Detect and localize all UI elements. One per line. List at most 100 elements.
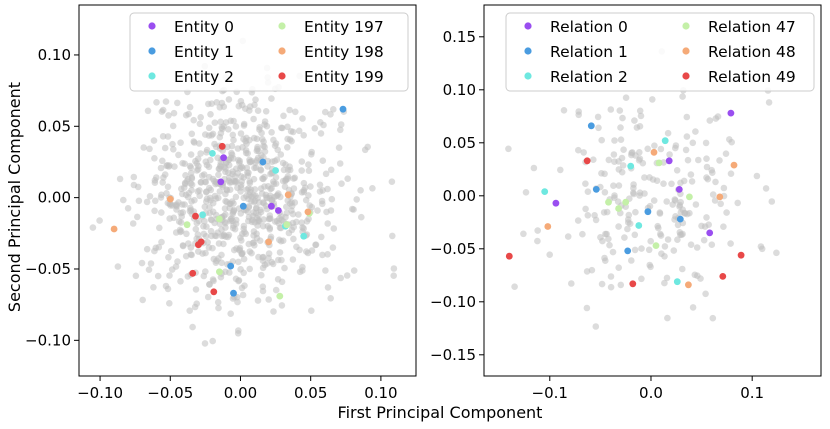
- background-point: [160, 174, 167, 181]
- background-point: [216, 104, 224, 111]
- background-point: [289, 128, 297, 136]
- background-point: [303, 248, 310, 255]
- background-point: [209, 175, 217, 183]
- background-point: [661, 279, 668, 287]
- data-point: [300, 232, 308, 240]
- legend-marker: [682, 22, 690, 30]
- data-point: [192, 212, 199, 220]
- data-point: [737, 251, 745, 259]
- background-point: [688, 178, 696, 185]
- background-point: [200, 272, 208, 280]
- background-point: [192, 157, 199, 165]
- background-point: [150, 284, 157, 291]
- background-point: [250, 232, 257, 239]
- y-tick-label: −0.05: [25, 260, 71, 278]
- background-point: [671, 196, 679, 203]
- background-point: [284, 144, 291, 151]
- background-point: [290, 185, 298, 192]
- background-point: [129, 220, 137, 227]
- background-point: [618, 154, 626, 162]
- background-point: [664, 236, 672, 243]
- background-point: [299, 115, 306, 122]
- background-point: [328, 195, 336, 203]
- background-point: [161, 144, 169, 152]
- background-point: [300, 132, 308, 139]
- background-point: [188, 174, 196, 181]
- background-point: [601, 170, 608, 178]
- background-point: [265, 296, 273, 303]
- background-point: [231, 173, 239, 180]
- background-point: [689, 304, 697, 311]
- background-point: [254, 194, 261, 202]
- background-point: [683, 133, 691, 140]
- background-point: [228, 215, 235, 222]
- data-point: [652, 242, 660, 250]
- background-point: [344, 175, 352, 182]
- background-point: [625, 211, 633, 219]
- background-point: [299, 267, 306, 274]
- background-point: [262, 108, 270, 115]
- legend-marker: [278, 22, 286, 30]
- background-point: [96, 217, 103, 224]
- background-point: [212, 143, 220, 151]
- background-point: [592, 323, 600, 330]
- background-point: [649, 96, 656, 103]
- background-point: [670, 247, 678, 254]
- background-point: [626, 220, 634, 227]
- background-point: [319, 157, 327, 164]
- background-point: [343, 272, 351, 279]
- background-point: [605, 156, 613, 164]
- x-tick-label: 0.10: [364, 384, 397, 402]
- background-point: [703, 155, 710, 162]
- background-point: [307, 183, 314, 190]
- background-point: [265, 250, 273, 257]
- data-point: [624, 247, 632, 255]
- background-point: [218, 124, 226, 131]
- background-point: [679, 93, 686, 100]
- background-point: [201, 217, 208, 225]
- background-point: [166, 272, 173, 279]
- data-point: [259, 158, 267, 166]
- background-point: [240, 269, 247, 277]
- background-point: [231, 225, 239, 233]
- background-point: [298, 219, 306, 226]
- data-point: [183, 221, 191, 229]
- background-point: [306, 202, 314, 209]
- background-point: [560, 107, 568, 114]
- background-point: [228, 142, 236, 150]
- series-entity-199: [189, 142, 226, 296]
- background-point: [358, 213, 365, 221]
- background-point: [292, 108, 299, 116]
- background-point: [274, 276, 282, 283]
- series-entity-0: [217, 154, 282, 214]
- background-point: [202, 131, 209, 138]
- background-point: [609, 248, 617, 256]
- background-point: [251, 101, 258, 109]
- background-point: [645, 246, 653, 254]
- y-tick-label: 0.05: [443, 134, 476, 152]
- background-point: [661, 252, 668, 260]
- background-point: [273, 156, 281, 163]
- data-point: [627, 162, 635, 170]
- background-point: [226, 186, 234, 193]
- background-point: [250, 134, 258, 142]
- background-point: [289, 210, 297, 218]
- background-point: [218, 251, 225, 259]
- background-point: [279, 159, 287, 167]
- legend-entry: Relation 49: [708, 68, 796, 86]
- background-point: [283, 209, 291, 217]
- data-point: [218, 142, 226, 150]
- background-point: [165, 253, 172, 261]
- background-point: [588, 266, 596, 274]
- background-point: [124, 205, 132, 212]
- background-point: [657, 232, 665, 239]
- background-point: [209, 337, 216, 345]
- background-point: [220, 240, 227, 248]
- background-point: [159, 179, 166, 186]
- background-point: [602, 230, 609, 238]
- legend-box: [129, 12, 409, 92]
- legend-entry: Entity 198: [304, 43, 384, 61]
- background-point: [245, 195, 252, 203]
- background-point: [235, 277, 242, 285]
- background-point: [308, 151, 315, 158]
